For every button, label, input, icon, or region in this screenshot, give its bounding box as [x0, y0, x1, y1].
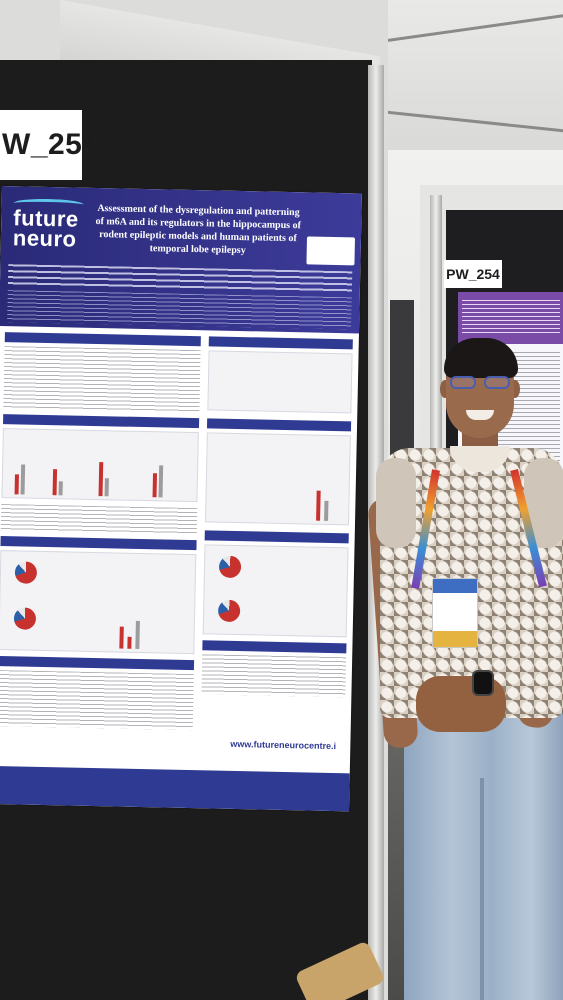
glasses-lens [450, 376, 476, 389]
figure-pie [14, 561, 38, 584]
poster-affiliations [7, 290, 352, 330]
person-smile [466, 410, 494, 420]
figure-bar [58, 481, 63, 496]
poster-figure [1, 428, 199, 503]
glasses-lens [484, 376, 510, 389]
person [367, 338, 563, 1000]
person-ear [440, 380, 450, 398]
poster-section-bar [0, 536, 197, 551]
figure-bar [20, 464, 26, 495]
poster-logo: future neuro [12, 205, 79, 252]
poster-section-bar [208, 336, 353, 350]
poster-figure [0, 550, 197, 655]
person-ear [510, 380, 520, 398]
poster-authors [7, 264, 353, 294]
poster-footer-band [0, 765, 350, 812]
poster-text-block [201, 654, 347, 698]
left-board-label: W_252 [0, 110, 99, 180]
poster-section-bar [4, 332, 201, 347]
poster-text-block [3, 346, 201, 413]
person-hair [444, 338, 518, 378]
poster-figure [207, 350, 353, 414]
poster-footer-url: www.futureneurocentre.i [230, 738, 337, 752]
badge-top-band [433, 579, 477, 593]
poster-figure [202, 544, 349, 638]
poster-text-block [0, 670, 194, 731]
figure-bar [316, 490, 321, 521]
figure-bar [98, 462, 104, 497]
badge-bottom-band [433, 631, 477, 647]
figure-bar [14, 474, 19, 495]
shirt-left-sleeve [376, 458, 416, 548]
poster-figure [205, 432, 351, 526]
poster-section-bar [0, 656, 195, 671]
poster-section-bar [202, 640, 347, 654]
glasses [448, 376, 512, 390]
figure-bar [119, 626, 124, 649]
poster-section-bar [204, 530, 349, 544]
figure-bar [158, 465, 164, 498]
right-board-label: PW_254 [444, 260, 502, 288]
poster-header: future neuro Assessment of the dysregula… [0, 186, 362, 334]
right-poster-header [458, 292, 563, 344]
figure-bar [127, 636, 132, 649]
figure-bar [104, 478, 109, 497]
name-badge [432, 578, 478, 648]
figure-pie [13, 607, 37, 630]
poster-section-bar [206, 418, 352, 432]
left-poster: future neuro Assessment of the dysregula… [0, 186, 362, 812]
figure-pie [218, 555, 242, 579]
partner-logo [306, 236, 356, 266]
figure-pie [217, 599, 241, 623]
right-poster-title-text [462, 300, 560, 336]
figure-bar [152, 473, 158, 498]
logo-line-2: neuro [12, 225, 77, 252]
smartwatch-icon [472, 670, 494, 696]
figure-bar [324, 500, 329, 521]
poster-title: Assessment of the dysregulation and patt… [95, 203, 302, 257]
jeans-leg-split [480, 778, 484, 1000]
poster-text-block [0, 504, 198, 535]
figure-bar [135, 620, 140, 649]
poster-section-bar [3, 414, 200, 429]
figure-bar [52, 469, 58, 496]
